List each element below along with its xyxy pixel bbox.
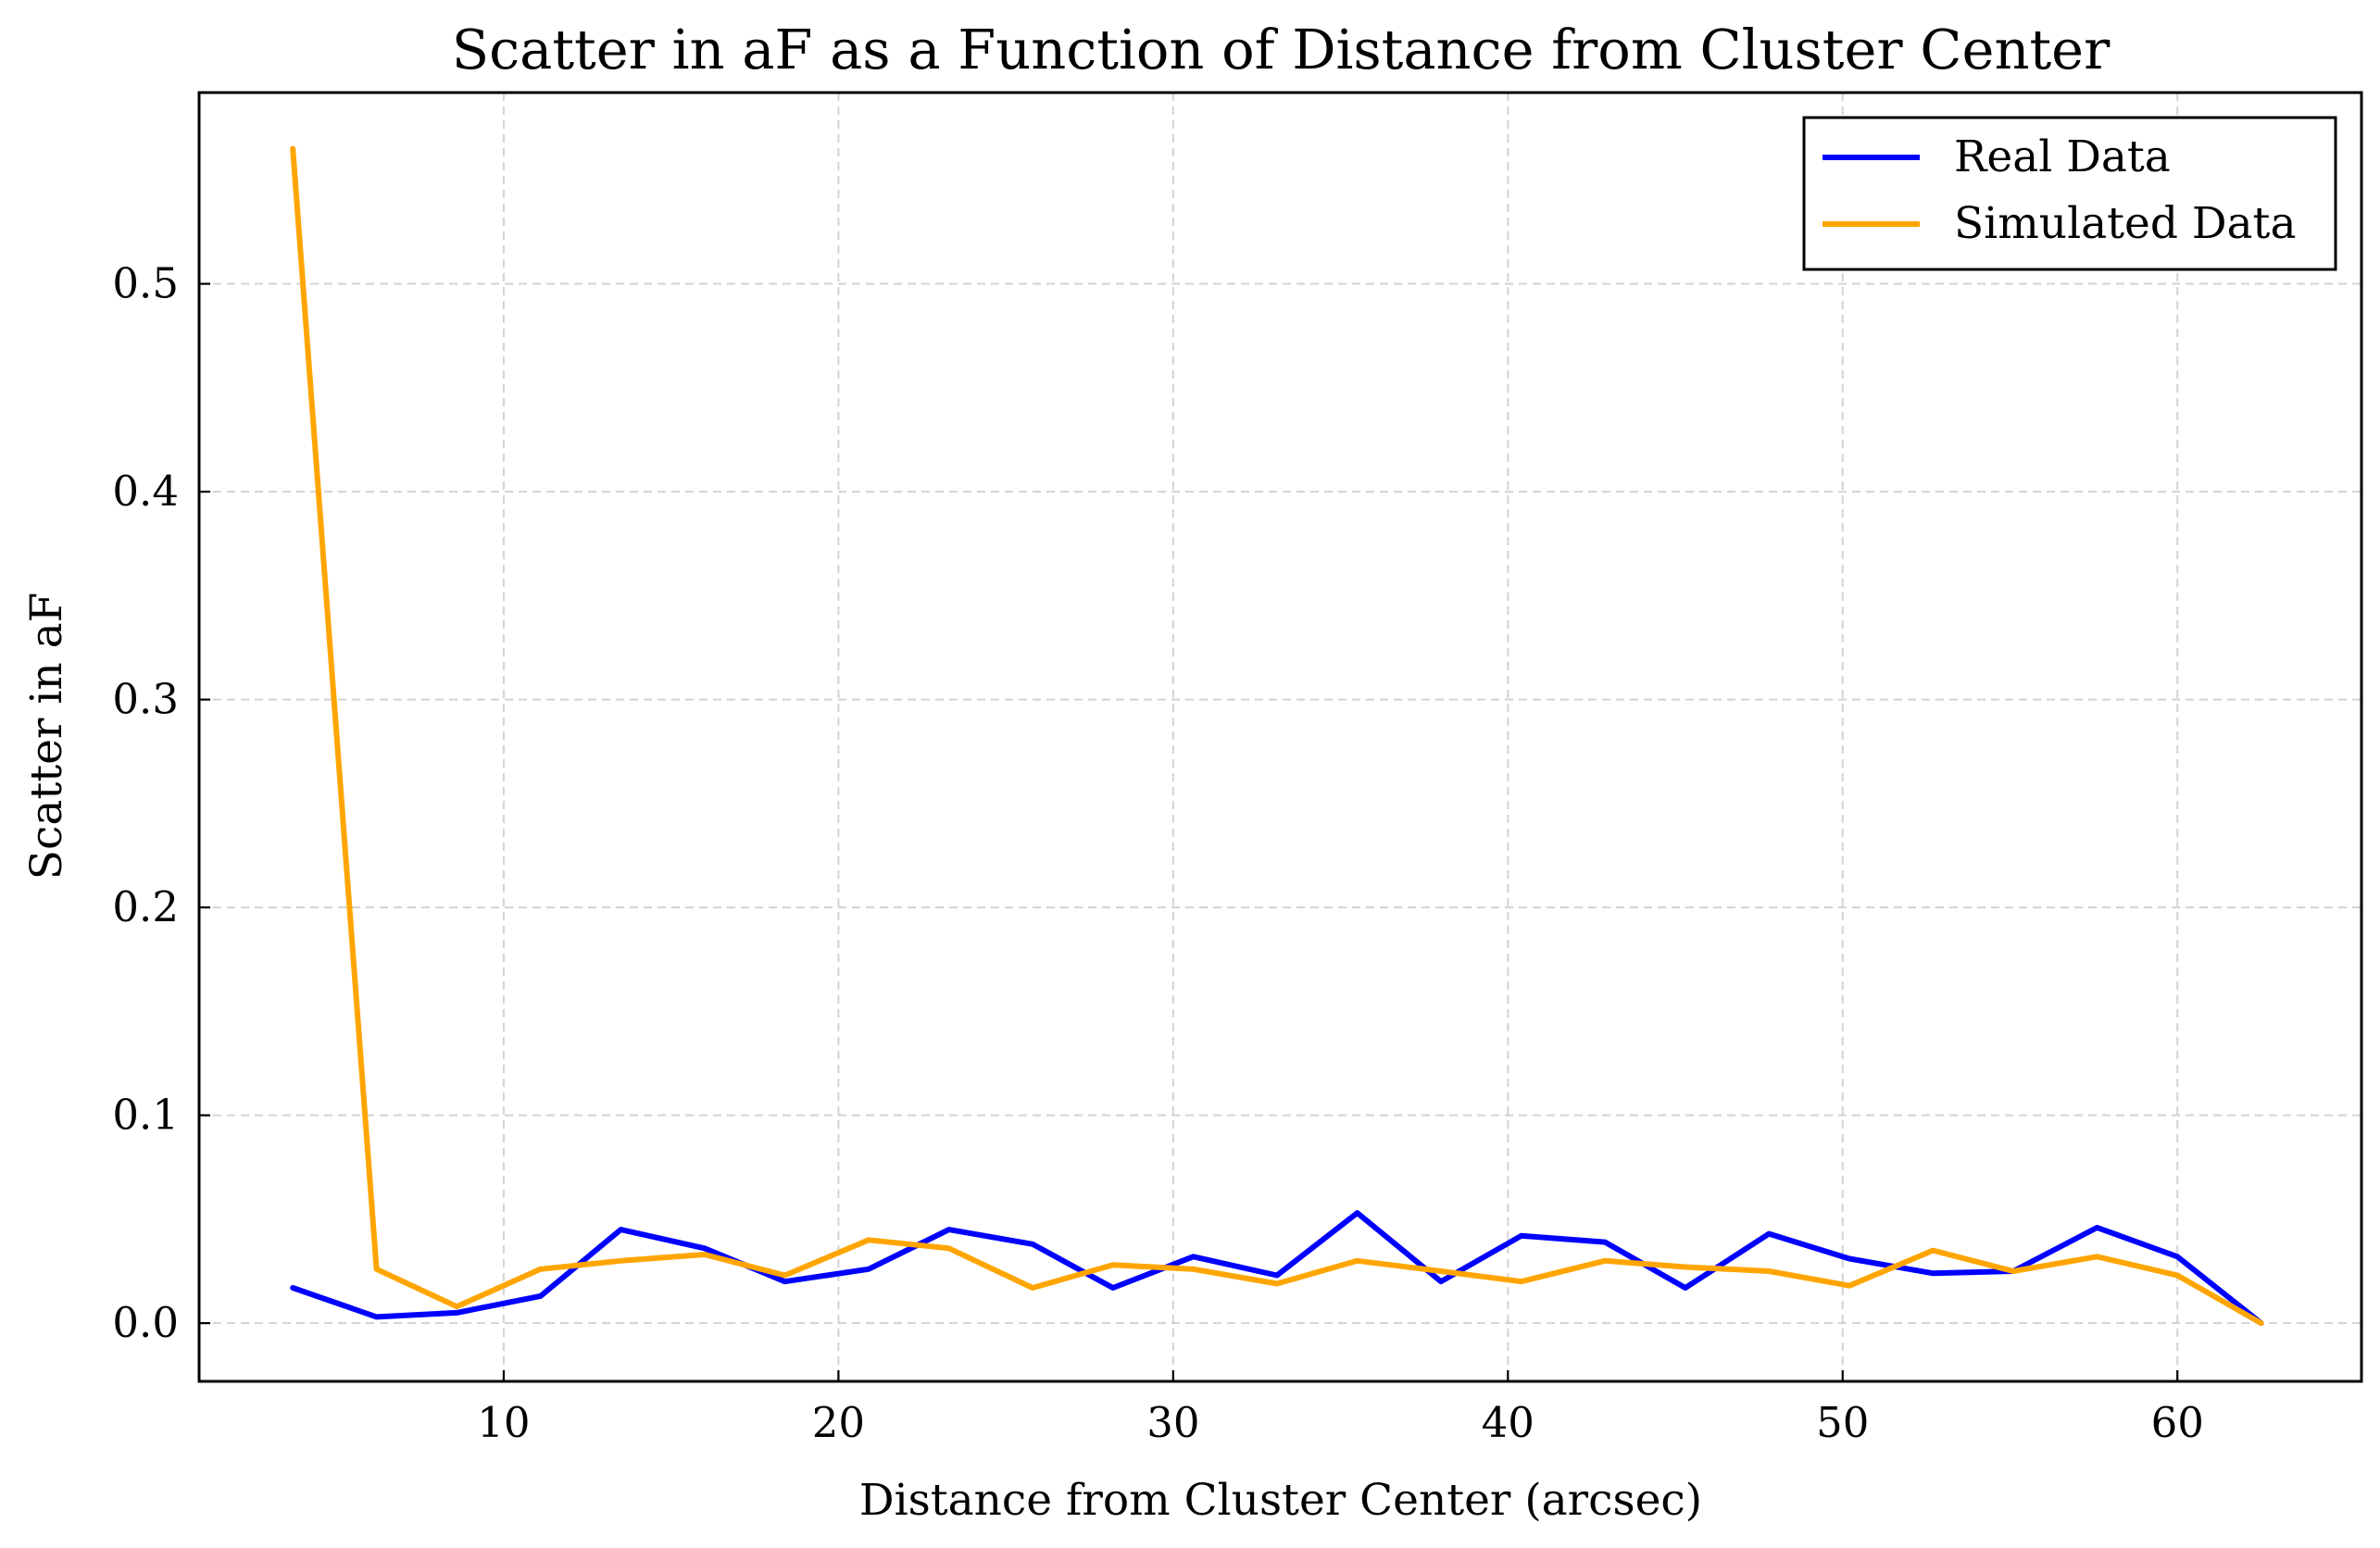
y-axis-label: Scatter in aF xyxy=(21,593,72,880)
y-tick-label: 0.0 xyxy=(112,1298,179,1347)
series-line-real-data xyxy=(290,1210,2264,1327)
y-tick-label: 0.2 xyxy=(112,882,179,931)
y-tick-label: 0.3 xyxy=(112,675,179,724)
x-tick-label: 60 xyxy=(2151,1398,2204,1447)
y-tick-label: 0.5 xyxy=(112,259,179,308)
legend: Real Data Simulated Data xyxy=(1802,116,2337,271)
grid xyxy=(199,93,2361,1381)
series-lines xyxy=(290,145,2264,1327)
plot-frame xyxy=(197,91,2363,1383)
series-line-simulated-data xyxy=(290,145,2264,1327)
x-tick-label: 40 xyxy=(1482,1398,1534,1447)
y-tick-label: 0.1 xyxy=(112,1091,179,1140)
x-tick-label: 30 xyxy=(1146,1398,1199,1447)
x-tick-label: 10 xyxy=(477,1398,530,1447)
x-tick-label: 50 xyxy=(1816,1398,1869,1447)
legend-label-simulated-data: Simulated Data xyxy=(1954,198,2296,249)
axis-ticks: 10 20 30 40 50 60 0.0 0.1 0.2 0.3 0.4 0.5 xyxy=(112,259,2203,1447)
chart-title: Scatter in aF as a Function of Distance … xyxy=(452,18,2111,81)
y-tick-label: 0.4 xyxy=(112,467,179,516)
legend-box xyxy=(1802,116,2337,271)
x-tick-label: 20 xyxy=(812,1398,865,1447)
legend-label-real-data: Real Data xyxy=(1954,131,2171,182)
x-axis-label: Distance from Cluster Center (arcsec) xyxy=(859,1475,1702,1526)
